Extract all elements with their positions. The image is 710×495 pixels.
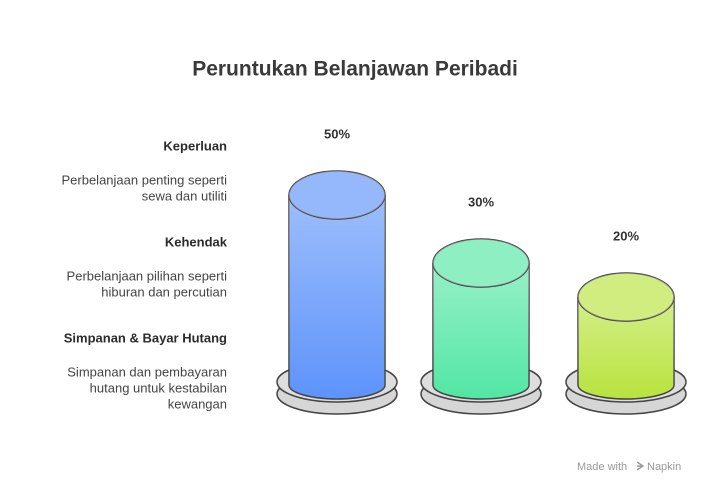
category-label: Keperluan (163, 138, 227, 153)
category-label: Simpanan & Bayar Hutang (64, 330, 227, 345)
chart-title: Peruntukan Belanjawan Peribadi (192, 58, 518, 81)
cylinder-shine (578, 297, 674, 399)
value-label: 30% (468, 194, 494, 209)
cylinder-top-shine (289, 171, 385, 219)
category-description: kewangan (168, 396, 227, 411)
cylinder-top-shine (433, 239, 529, 287)
cylinder-top (577, 272, 675, 322)
category-label: Kehendak (165, 234, 228, 249)
cylinder-top (288, 170, 386, 220)
category-description: Perbelanjaan pilihan seperti (67, 268, 228, 283)
category-description: hutang untuk kestabilan (90, 380, 227, 395)
category-description: hiburan dan percutian (101, 284, 227, 299)
cylinder-shine (289, 195, 385, 399)
cylinder-top (432, 238, 530, 288)
category-description: Perbelanjaan penting seperti (61, 172, 227, 187)
cylinder-shine (433, 263, 529, 399)
brand-logo (636, 461, 645, 471)
footer-brand: Napkin (647, 461, 681, 473)
category-description: sewa dan utiliti (142, 188, 227, 203)
value-label: 20% (613, 228, 639, 243)
value-label: 50% (324, 126, 350, 141)
cylinder-top-shine (578, 273, 674, 321)
category-description: Simpanan dan pembayaran (67, 364, 227, 379)
footer-prefix: Made with (577, 461, 627, 473)
